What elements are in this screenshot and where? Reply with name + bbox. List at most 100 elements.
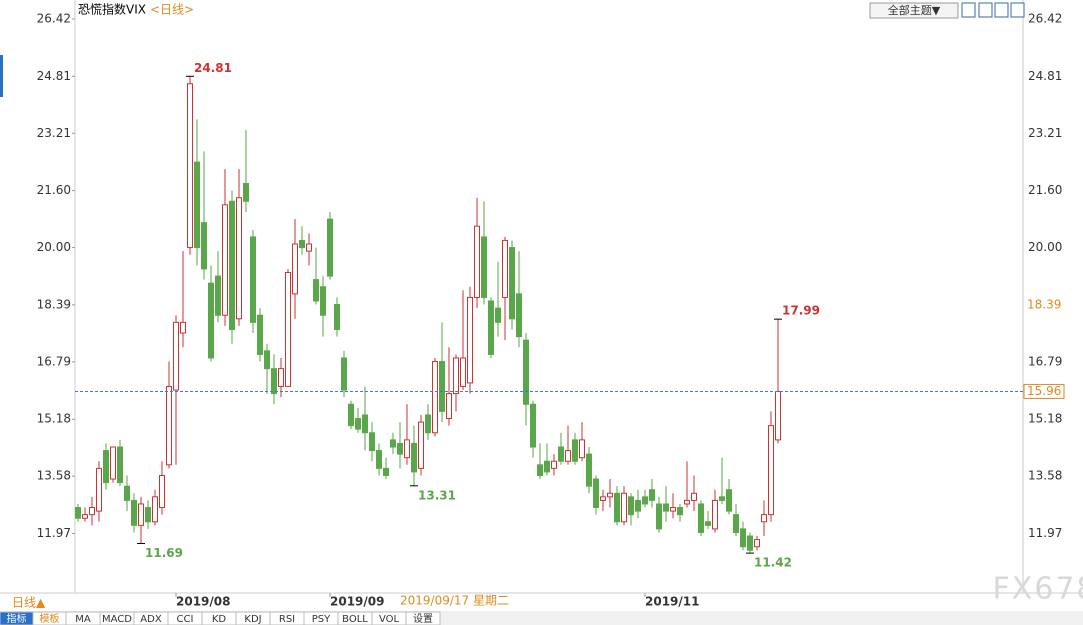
candle-body	[495, 307, 501, 323]
x-tick-label: 2019/11	[645, 595, 699, 609]
candle-body	[740, 528, 746, 548]
candle-body	[663, 503, 669, 512]
y-tick-label-right: 21.60	[1028, 183, 1062, 197]
x-tick-label: 2019/09	[330, 595, 384, 609]
candle-body	[75, 507, 81, 519]
tab-label[interactable]: KDJ	[244, 614, 261, 625]
candle-body	[152, 496, 158, 523]
tab[interactable]	[405, 611, 441, 625]
theme-button-label[interactable]: 全部主题▼	[888, 3, 941, 17]
tab-label[interactable]: KD	[212, 614, 227, 625]
candle-body	[460, 357, 466, 387]
extreme-label: 11.69	[145, 546, 183, 560]
extreme-label: 13.31	[418, 488, 456, 502]
candle-body	[649, 489, 655, 501]
tab[interactable]	[0, 594, 75, 611]
candle-body	[271, 368, 277, 395]
candle-body	[390, 439, 396, 448]
candle-body	[166, 385, 172, 466]
candle-body	[334, 304, 340, 330]
candle-body	[691, 492, 697, 501]
candle-body	[733, 514, 739, 533]
candle-body	[614, 492, 620, 523]
y-tick-label-right: 26.42	[1028, 11, 1062, 25]
candle-body	[719, 496, 725, 501]
candle-body	[747, 535, 753, 551]
icon[interactable]	[994, 2, 1009, 18]
tab-label[interactable]: PSY	[312, 614, 331, 625]
candle-body	[593, 478, 599, 509]
candle-body	[705, 521, 711, 526]
candle-body	[103, 450, 109, 484]
y-tick-label: 24.81	[37, 69, 71, 83]
candle-body	[201, 222, 207, 270]
candle-body	[712, 499, 718, 530]
watermark: FX678	[992, 572, 1083, 607]
y-tick-label: 16.79	[37, 354, 71, 368]
candle-body	[313, 279, 319, 302]
candle-body	[362, 414, 368, 434]
candle-body	[124, 485, 130, 501]
candle-body	[96, 467, 102, 512]
candle-body	[320, 286, 326, 316]
tab-label[interactable]: 日线▲	[12, 596, 46, 610]
candle-body	[215, 275, 221, 316]
candle-body	[551, 460, 557, 469]
tab-label[interactable]: 指标	[7, 612, 27, 625]
period-label: <日线>	[150, 3, 194, 17]
candle-body	[159, 474, 165, 509]
candle-body	[229, 200, 235, 330]
theme-button[interactable]	[869, 2, 959, 19]
icon[interactable]	[1010, 2, 1025, 18]
y-tick-label-right: 15.18	[1028, 412, 1062, 426]
candle-body	[432, 361, 438, 434]
candle-body	[376, 450, 382, 469]
candle-body	[355, 418, 361, 430]
candle-body	[369, 432, 375, 452]
candle-body	[509, 247, 515, 320]
cursor-date: 2019/09/17 星期二	[400, 594, 509, 608]
candle-body	[453, 357, 459, 395]
y-tick-label: 26.42	[37, 11, 71, 25]
x-tick-label: 2019/08	[176, 595, 230, 609]
candle-body	[292, 243, 298, 295]
candle-body	[278, 368, 284, 387]
y-tick-label: 11.97	[37, 526, 71, 540]
icon[interactable]	[961, 2, 976, 18]
y-tick-label-right: 11.97	[1028, 526, 1062, 540]
tab-label[interactable]: 模板	[40, 612, 60, 625]
y-tick-label-right: 24.81	[1028, 69, 1062, 83]
candle-body	[341, 357, 347, 391]
tab-label[interactable]: VOL	[379, 614, 400, 625]
tab-label[interactable]: MACD	[102, 614, 132, 625]
candle-body	[439, 361, 445, 412]
candle-body	[264, 350, 270, 370]
tab-label[interactable]: ADX	[140, 614, 162, 625]
tab-label[interactable]: MA	[75, 614, 91, 625]
y-tick-label: 21.60	[37, 183, 71, 197]
candle-body	[544, 460, 550, 473]
tab-label[interactable]: 设置	[413, 613, 433, 625]
candle-body	[327, 218, 333, 277]
tab-label[interactable]: CCI	[177, 614, 194, 625]
y-tick-label: 18.39	[37, 297, 71, 311]
candle-body	[488, 300, 494, 355]
extreme-label: 24.81	[194, 61, 232, 75]
tab-label[interactable]: BOLL	[342, 614, 368, 625]
extreme-label: 11.42	[754, 556, 792, 570]
candle-body	[474, 225, 480, 298]
y-tick-label: 23.21	[37, 126, 71, 140]
candle-body	[607, 492, 613, 498]
candle-body	[138, 503, 144, 526]
y-tick-label: 20.00	[37, 240, 71, 254]
candle-body	[754, 539, 760, 548]
candle-body	[656, 503, 662, 530]
tab-label[interactable]: RSI	[279, 614, 295, 625]
candle-body	[677, 507, 683, 516]
icon[interactable]	[978, 2, 993, 18]
candle-body	[117, 446, 123, 484]
y-tick-label: 15.18	[37, 412, 71, 426]
side-marker	[0, 55, 3, 97]
candle-body	[348, 403, 354, 427]
